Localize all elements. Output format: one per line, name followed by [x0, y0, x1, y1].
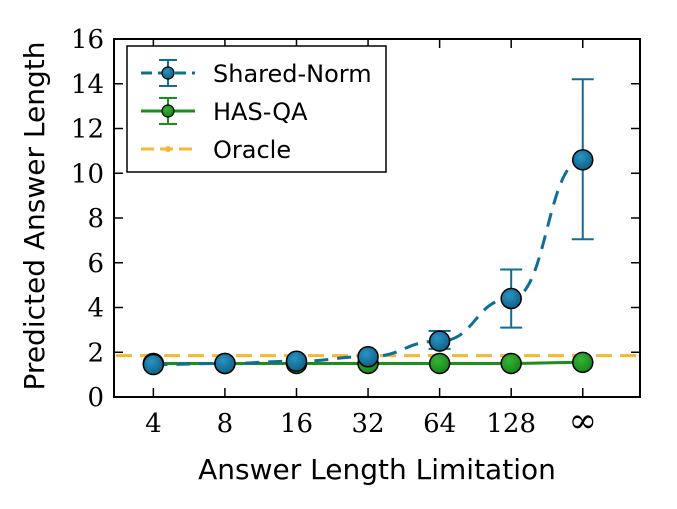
data-point-shared-norm — [428, 330, 451, 352]
x-tick-label: 16 — [280, 409, 313, 439]
data-point-shared-norm — [214, 352, 236, 375]
legend-label: HAS-QA — [213, 98, 308, 126]
legend-item-oracle: Oracle — [141, 136, 291, 164]
y-tick-label: 6 — [87, 249, 104, 279]
y-tick-label: 12 — [71, 115, 104, 145]
y-tick-label: 16 — [71, 25, 104, 55]
y-tick-label: 8 — [87, 204, 104, 234]
y-axis-title: Predicted Answer Length — [18, 42, 51, 391]
axes: 0 2 4 6 8 10 12 14 16 4 8 16 32 64 128 ∞ — [71, 25, 641, 441]
legend-label: Oracle — [213, 136, 291, 164]
x-tick-label: 128 — [486, 409, 536, 439]
y-tick-label: 14 — [71, 70, 104, 100]
legend-label: Shared-Norm — [213, 60, 372, 88]
plot-area — [116, 78, 638, 376]
x-tick-label: 64 — [423, 409, 456, 439]
legend-item-shared-norm: Shared-Norm — [141, 59, 372, 88]
data-point-shared-norm — [357, 345, 379, 368]
data-point-has-qa — [500, 352, 522, 375]
legend-item-has-qa: HAS-QA — [141, 97, 308, 126]
series-line-shared-norm — [153, 158, 584, 367]
data-point-has-qa — [571, 351, 594, 374]
y-tick-label: 2 — [87, 338, 104, 368]
legend-marker — [161, 104, 175, 118]
x-tick-label: 4 — [145, 409, 162, 439]
x-tick-label: ∞ — [569, 401, 597, 441]
legend: Shared-Norm HAS-QA Oracle — [126, 45, 387, 173]
x-axis-title: Answer Length Limitation — [198, 453, 556, 486]
data-point-shared-norm — [285, 350, 308, 372]
data-point-shared-norm — [500, 287, 522, 310]
data-point-shared-norm — [571, 149, 594, 171]
y-tick-label: 0 — [87, 383, 104, 413]
y-tick-label: 4 — [87, 294, 104, 324]
x-tick-label: 8 — [217, 409, 234, 439]
legend-marker — [165, 146, 171, 152]
x-tick-label: 32 — [352, 409, 385, 439]
data-point-shared-norm — [142, 353, 165, 376]
legend-marker — [161, 66, 175, 80]
y-tick-label: 10 — [71, 159, 104, 189]
data-point-has-qa — [428, 352, 451, 375]
